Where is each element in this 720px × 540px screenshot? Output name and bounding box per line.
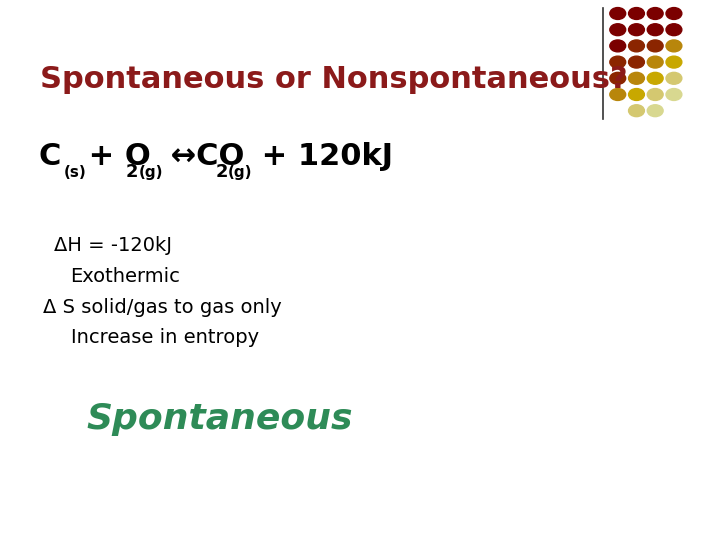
Text: Exothermic: Exothermic xyxy=(71,267,181,286)
Circle shape xyxy=(647,72,663,84)
Text: ΔH = -120kJ: ΔH = -120kJ xyxy=(54,236,172,255)
Circle shape xyxy=(629,105,644,117)
Circle shape xyxy=(610,8,626,19)
Circle shape xyxy=(629,72,644,84)
Circle shape xyxy=(666,89,682,100)
Text: (g): (g) xyxy=(139,165,163,180)
Text: Δ S solid/gas to gas only: Δ S solid/gas to gas only xyxy=(43,298,282,316)
Circle shape xyxy=(666,40,682,52)
Text: (g): (g) xyxy=(228,165,253,180)
Circle shape xyxy=(629,56,644,68)
Text: ↔CO: ↔CO xyxy=(160,141,244,171)
Circle shape xyxy=(629,8,644,19)
Circle shape xyxy=(610,89,626,100)
Circle shape xyxy=(610,72,626,84)
Circle shape xyxy=(629,40,644,52)
Circle shape xyxy=(666,24,682,36)
Circle shape xyxy=(647,56,663,68)
Text: Spontaneous: Spontaneous xyxy=(86,402,353,436)
Circle shape xyxy=(647,8,663,19)
Circle shape xyxy=(647,105,663,117)
Circle shape xyxy=(629,24,644,36)
Circle shape xyxy=(647,24,663,36)
Circle shape xyxy=(666,8,682,19)
Text: 2: 2 xyxy=(215,163,228,180)
Text: C: C xyxy=(38,141,60,171)
Circle shape xyxy=(610,40,626,52)
Text: Increase in entropy: Increase in entropy xyxy=(71,328,258,347)
Text: Spontaneous or Nonspontaneous?: Spontaneous or Nonspontaneous? xyxy=(40,65,627,94)
Text: (s): (s) xyxy=(63,165,86,180)
Text: 2: 2 xyxy=(126,163,138,180)
Circle shape xyxy=(610,56,626,68)
Circle shape xyxy=(647,89,663,100)
Text: + 120kJ: + 120kJ xyxy=(251,141,392,171)
Circle shape xyxy=(629,89,644,100)
Circle shape xyxy=(647,40,663,52)
Text: + O: + O xyxy=(78,141,150,171)
Circle shape xyxy=(610,24,626,36)
Circle shape xyxy=(666,72,682,84)
Circle shape xyxy=(666,56,682,68)
